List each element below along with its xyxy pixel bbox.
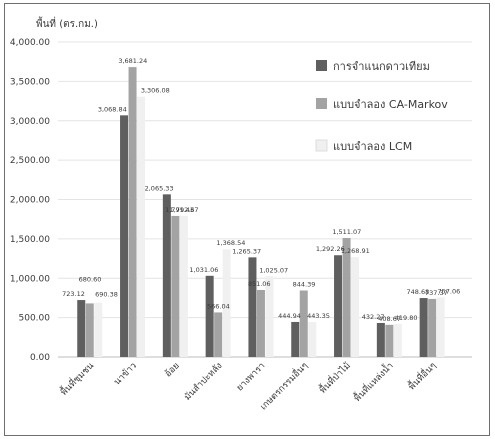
bar <box>179 215 188 357</box>
x-category-label: นาข้าว <box>112 360 139 387</box>
data-label: 443.35 <box>307 312 330 320</box>
data-label: 432.27 <box>362 313 385 321</box>
y-tick-label: 1,500.00 <box>10 235 50 245</box>
bar <box>376 322 385 357</box>
data-label: 737.37 <box>425 289 448 297</box>
x-category-label: ยางพารา <box>235 361 267 393</box>
bar <box>214 312 223 357</box>
data-label: 3,068.84 <box>98 105 127 113</box>
data-label: 851.06 <box>248 280 271 288</box>
data-label: 1,031.06 <box>189 266 218 274</box>
x-axis-categories: พื้นที่ชุมชน นาข้าว อ้อย มันสำปะหลัง ยางพารา… <box>57 359 439 413</box>
y-tick-label: 1,000.00 <box>10 274 50 284</box>
y-tick-label: 4,000.00 <box>10 38 50 48</box>
legend-swatch <box>316 98 327 109</box>
data-label: 408.67 <box>378 315 401 323</box>
x-category-label: พื้นที่ป่าไม้ <box>316 359 353 396</box>
data-label: 3,306.08 <box>141 87 170 95</box>
bar <box>85 303 94 357</box>
bar <box>385 324 394 357</box>
data-label: 748.68 <box>407 288 430 296</box>
data-label: 419.80 <box>395 314 418 322</box>
x-category-label: อ้อย <box>163 360 182 379</box>
data-label: 1,292.26 <box>316 245 345 253</box>
legend-label: การจำแนกดาวเทียม <box>333 60 430 73</box>
data-label: 1,025.07 <box>259 266 288 274</box>
y-tick-label: 500.00 <box>19 314 51 324</box>
y-tick-label: 0.00 <box>30 353 50 363</box>
bar <box>256 289 265 357</box>
chart-frame <box>4 3 490 436</box>
legend-swatch <box>315 139 328 152</box>
bars <box>77 67 445 357</box>
bar <box>162 194 171 357</box>
x-category-label: พื้นที่ชุมชน <box>57 359 96 398</box>
x-category-label: พื้นที่อื่นๆ <box>405 359 439 393</box>
data-label: 444.94 <box>278 312 301 320</box>
legend-label: แบบจำลอง LCM <box>333 140 412 153</box>
bar <box>299 290 308 357</box>
data-label: 1,792.67 <box>170 206 199 214</box>
bar <box>128 67 137 357</box>
bar <box>94 302 103 357</box>
y-axis-ticks: 0.00 500.00 1,000.00 1,500.00 2,000.00 2,500.… <box>10 38 50 363</box>
data-labels: 723.12 680.60 690.38 3,068.84 3,681.24 3,306.… <box>62 57 460 323</box>
data-label: 1,368.54 <box>216 239 245 247</box>
data-label: 1,791.43 <box>165 206 194 214</box>
bar <box>248 257 257 357</box>
y-tick-label: 2,500.00 <box>10 156 50 166</box>
bar <box>428 298 437 357</box>
data-label: 1,511.07 <box>332 228 361 236</box>
y-tick-label: 3,500.00 <box>10 77 50 87</box>
bar <box>120 115 129 357</box>
y-axis-label: พื้นที่ (ตร.กม.) <box>36 16 98 30</box>
data-label: 566.04 <box>207 302 230 310</box>
legend-swatch <box>316 60 327 71</box>
bar <box>351 257 360 357</box>
data-label: 723.12 <box>62 290 85 298</box>
bar <box>419 298 428 357</box>
bar <box>171 215 180 357</box>
bar <box>342 238 351 357</box>
data-label: 844.39 <box>293 281 316 289</box>
bar <box>308 322 317 357</box>
bar <box>137 96 146 357</box>
y-tick-label: 2,000.00 <box>10 196 50 206</box>
legend-label: แบบจำลอง CA-Markov <box>333 98 448 111</box>
bar <box>265 276 274 357</box>
bar <box>222 249 231 357</box>
data-label: 690.38 <box>95 291 118 299</box>
bar <box>291 321 300 357</box>
y-tick-label: 3,000.00 <box>10 117 50 127</box>
x-category-label: มันสำปะหลัง <box>182 360 224 402</box>
data-label: 1,265.37 <box>232 247 261 255</box>
bar <box>334 255 343 357</box>
bar <box>393 323 402 357</box>
bar <box>436 297 445 357</box>
bar <box>205 275 214 357</box>
data-label: 3,681.24 <box>118 57 147 65</box>
data-label: 2,065.33 <box>145 184 174 192</box>
x-category-label: พื้นที่แหล่งน้ำ <box>351 359 396 404</box>
data-label: 757.06 <box>438 287 461 295</box>
bar <box>77 300 86 357</box>
data-label: 680.60 <box>79 275 102 283</box>
data-label: 1,268.91 <box>341 247 370 255</box>
